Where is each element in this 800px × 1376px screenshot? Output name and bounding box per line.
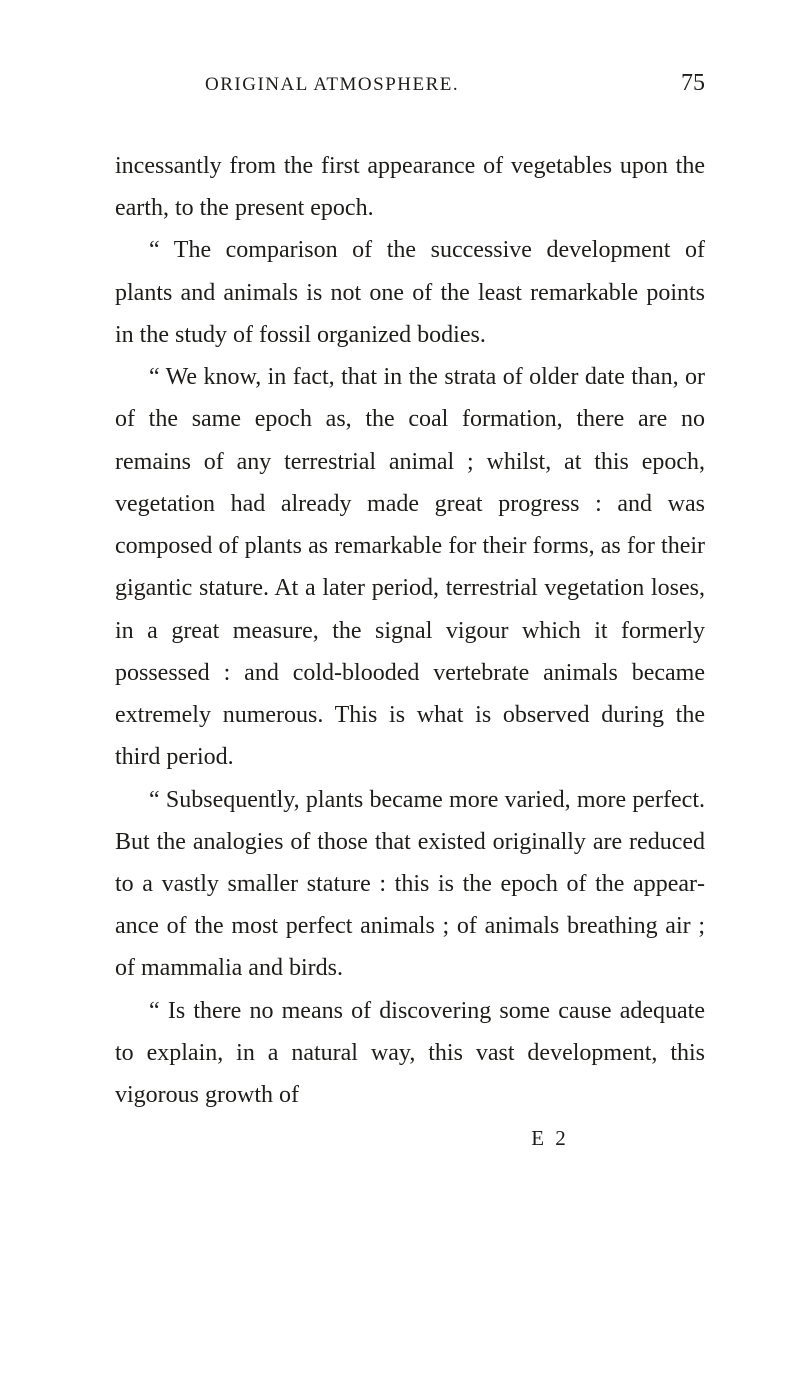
body-text: incessantly from the first appearance of… [115, 145, 705, 1116]
signature-mark: E 2 [115, 1126, 705, 1151]
page-header: ORIGINAL ATMOSPHERE. 75 [115, 70, 705, 97]
paragraph: incessantly from the first appearance of… [115, 145, 705, 229]
paragraph: “ We know, in fact, that in the strata o… [115, 356, 705, 778]
paragraph: “ Is there no means of discovering some … [115, 990, 705, 1117]
document-page: ORIGINAL ATMOSPHERE. 75 incessantly from… [0, 0, 800, 1211]
page-number: 75 [681, 70, 705, 97]
paragraph: “ Subsequently, plants became more varie… [115, 779, 705, 990]
paragraph: “ The comparison of the successive devel… [115, 229, 705, 356]
running-head: ORIGINAL ATMOSPHERE. [205, 74, 459, 96]
